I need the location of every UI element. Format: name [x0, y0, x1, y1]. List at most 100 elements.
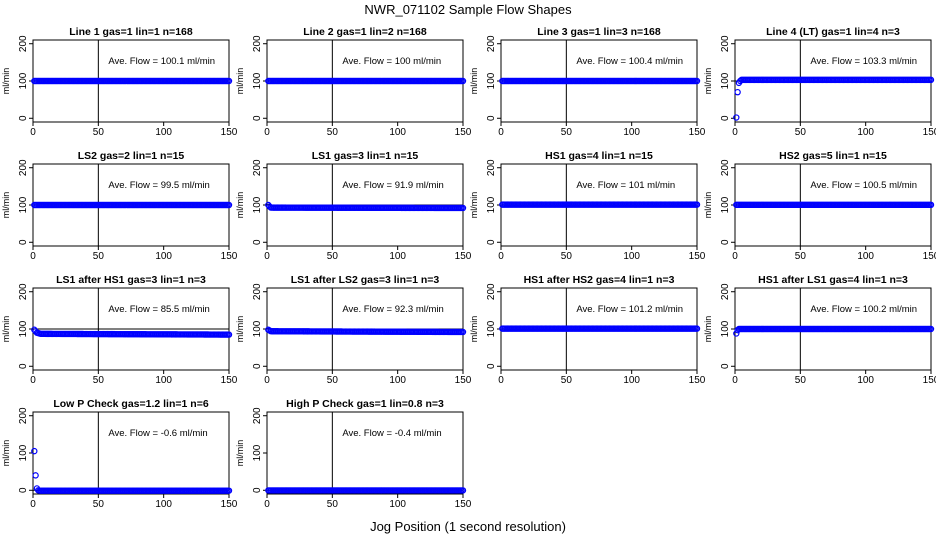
y-tick-label: 100 [486, 72, 497, 89]
average-flow-annotation: Ave. Flow = 92.3 ml/min [342, 304, 443, 315]
x-tick-label: 100 [155, 127, 172, 138]
y-tick-label: 200 [486, 283, 497, 300]
y-tick-label: 0 [252, 239, 263, 245]
panel-1: Line 1 gas=1 lin=1 n=168 0 50 100 150 0 100 200… [1, 26, 238, 138]
x-tick-label: 50 [93, 499, 105, 510]
y-tick-label: 200 [18, 283, 29, 300]
x-tick-label: 50 [327, 251, 339, 262]
data-point [459, 328, 467, 336]
y-tick-label: 200 [720, 159, 731, 176]
y-tick-label: 100 [18, 320, 29, 337]
average-flow-annotation: Ave. Flow = 100.4 ml/min [576, 56, 683, 67]
data-point [459, 204, 467, 212]
x-tick-label: 100 [389, 127, 406, 138]
y-tick-label: 200 [18, 407, 29, 424]
y-axis-label: ml/min [235, 440, 245, 467]
data-point [927, 325, 935, 333]
data-points [265, 487, 467, 494]
x-tick-label: 50 [327, 499, 339, 510]
x-tick-label: 0 [30, 127, 36, 138]
x-tick-label: 50 [795, 375, 807, 386]
panel-title: HS1 gas=4 lin=1 n=15 [545, 150, 653, 162]
x-tick-label: 150 [923, 251, 936, 262]
data-points [499, 77, 701, 85]
data-point [459, 77, 467, 85]
y-tick-label: 0 [18, 239, 29, 245]
panel-10: LS1 after LS2 gas=3 lin=1 n=3 0 50 100 150 0 1… [235, 274, 472, 386]
y-axis-label: ml/min [703, 192, 713, 219]
x-tick-label: 0 [264, 251, 270, 262]
y-axis-label: ml/min [1, 68, 11, 95]
x-tick-label: 50 [93, 127, 105, 138]
data-point [459, 487, 467, 494]
x-tick-label: 0 [498, 127, 504, 138]
average-flow-annotation: Ave. Flow = 100.5 ml/min [810, 180, 917, 191]
average-flow-annotation: Ave. Flow = -0.4 ml/min [342, 428, 441, 439]
data-points [265, 77, 467, 85]
x-axis-label: Jog Position (1 second resolution) [370, 519, 566, 534]
y-tick-label: 100 [18, 444, 29, 461]
panel-title: LS1 after LS2 gas=3 lin=1 n=3 [291, 274, 440, 286]
y-tick-label: 100 [720, 72, 731, 89]
x-tick-label: 50 [795, 127, 807, 138]
x-tick-label: 0 [30, 375, 36, 386]
y-tick-label: 0 [720, 239, 731, 245]
x-tick-label: 50 [561, 127, 573, 138]
x-tick-label: 100 [389, 251, 406, 262]
panel-title: HS2 gas=5 lin=1 n=15 [779, 150, 887, 162]
panel-title: LS1 gas=3 lin=1 n=15 [312, 150, 419, 162]
data-points [31, 77, 233, 85]
x-tick-label: 150 [455, 127, 472, 138]
data-point [31, 447, 38, 455]
data-points [31, 447, 233, 494]
x-tick-label: 100 [623, 375, 640, 386]
y-tick-label: 200 [720, 283, 731, 300]
x-tick-label: 50 [327, 127, 339, 138]
data-point [927, 76, 935, 84]
average-flow-annotation: Ave. Flow = 85.5 ml/min [108, 304, 209, 315]
panel-5: LS2 gas=2 lin=1 n=15 0 50 100 150 0 100 200 ml/m… [1, 150, 238, 262]
figure-title: NWR_071102 Sample Flow Shapes [364, 2, 572, 17]
data-point [693, 201, 701, 208]
y-axis-label: ml/min [1, 192, 11, 219]
y-axis-label: ml/min [1, 316, 11, 343]
data-points [265, 201, 467, 212]
x-tick-label: 150 [923, 127, 936, 138]
y-axis-label: ml/min [469, 192, 479, 219]
plot-frame [32, 411, 230, 495]
y-tick-label: 200 [252, 283, 263, 300]
panel-title: HS1 after HS2 gas=4 lin=1 n=3 [524, 274, 675, 286]
y-tick-label: 200 [252, 35, 263, 52]
x-tick-label: 100 [623, 251, 640, 262]
x-tick-label: 100 [389, 499, 406, 510]
y-tick-label: 200 [18, 159, 29, 176]
y-tick-label: 200 [486, 35, 497, 52]
x-tick-label: 100 [155, 375, 172, 386]
average-flow-annotation: Ave. Flow = 100.2 ml/min [810, 304, 917, 315]
data-points [733, 76, 935, 121]
x-tick-label: 150 [689, 375, 706, 386]
y-tick-label: 0 [18, 487, 29, 493]
x-tick-label: 150 [455, 499, 472, 510]
panel-grid: Line 1 gas=1 lin=1 n=168 0 50 100 150 0 100 200… [1, 26, 936, 510]
y-tick-label: 0 [486, 115, 497, 121]
x-tick-label: 150 [221, 251, 238, 262]
x-tick-label: 150 [221, 375, 238, 386]
panel-8: HS2 gas=5 lin=1 n=15 0 50 100 150 0 100 200 ml/m… [703, 150, 936, 262]
x-tick-label: 100 [857, 127, 874, 138]
y-axis-label: ml/min [1, 440, 11, 467]
y-tick-label: 100 [252, 196, 263, 213]
x-tick-label: 0 [498, 251, 504, 262]
panel-9: LS1 after HS1 gas=3 lin=1 n=3 0 50 100 150 0 1… [1, 274, 238, 386]
x-tick-label: 150 [455, 251, 472, 262]
y-tick-label: 100 [252, 320, 263, 337]
data-point [733, 330, 740, 337]
data-points [499, 325, 701, 332]
x-tick-label: 100 [155, 499, 172, 510]
y-tick-label: 200 [486, 159, 497, 176]
x-tick-label: 100 [155, 251, 172, 262]
data-point [693, 325, 701, 332]
y-tick-label: 0 [18, 115, 29, 121]
y-tick-label: 0 [252, 115, 263, 121]
